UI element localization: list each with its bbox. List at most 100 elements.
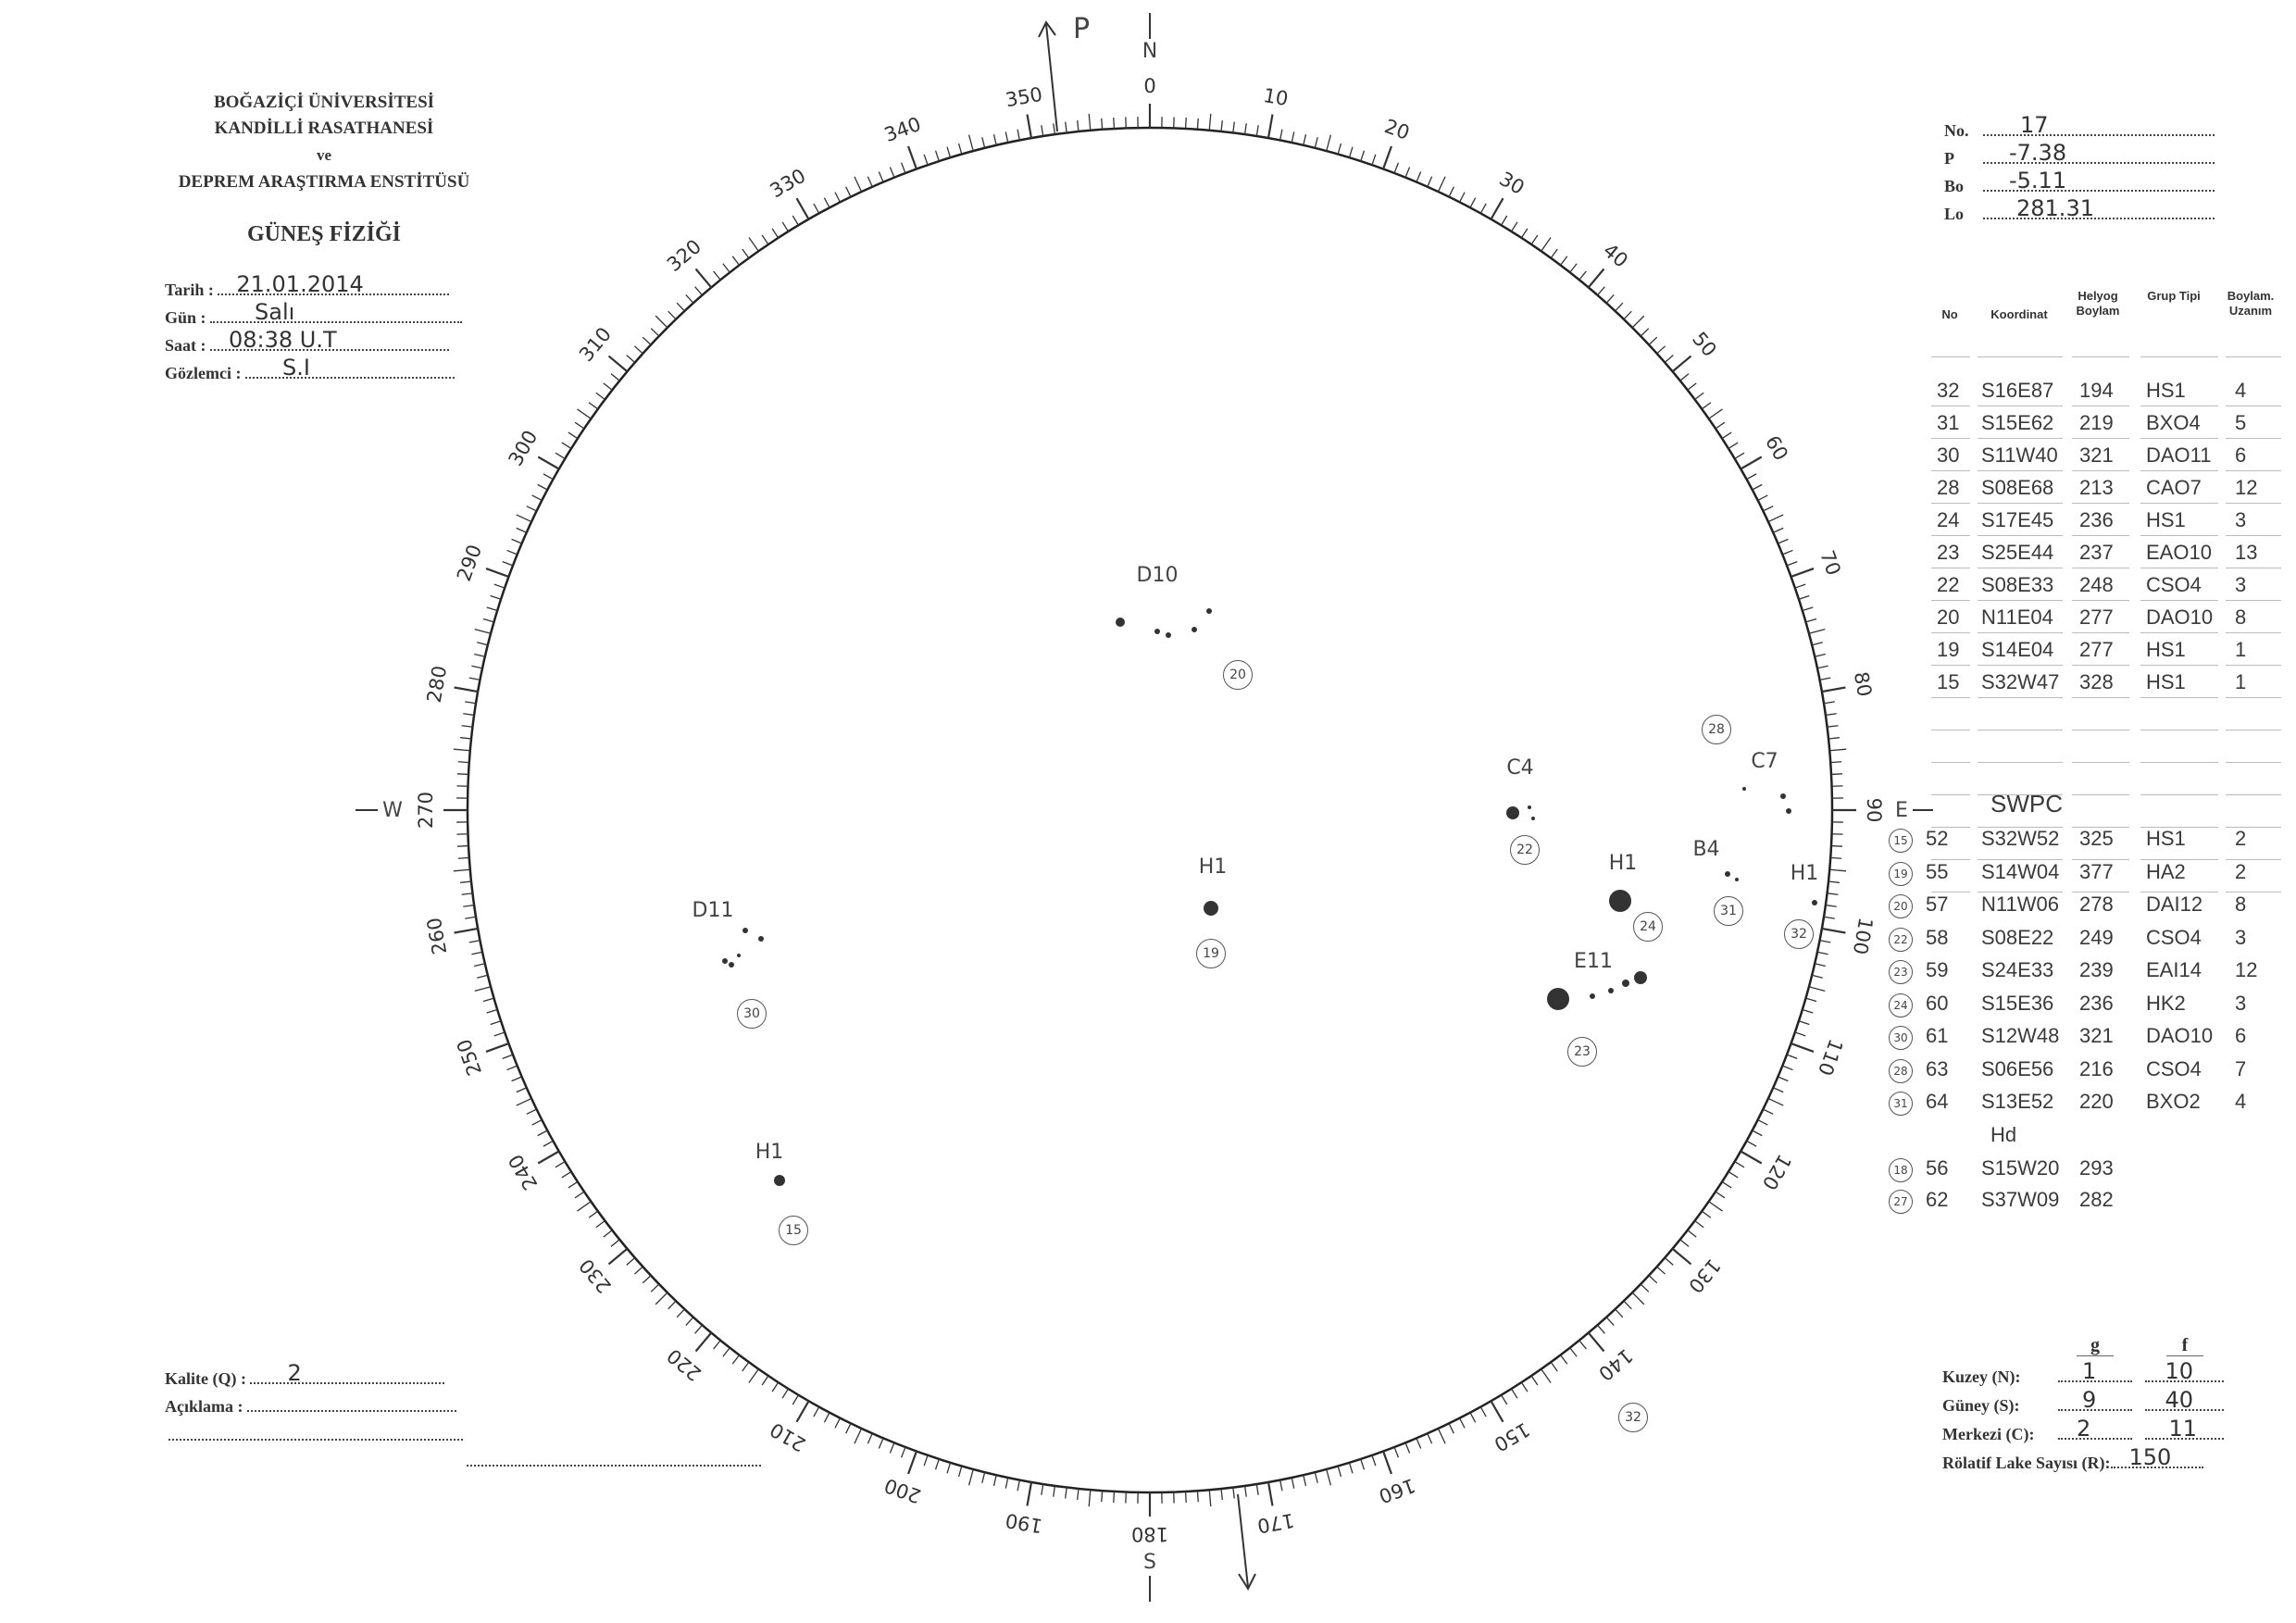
dial-tick	[907, 145, 917, 169]
dial-tick	[655, 315, 668, 329]
row-rule	[1931, 632, 1970, 633]
dial-tick	[460, 880, 472, 883]
dial-tick	[1656, 345, 1666, 355]
dial-tick	[526, 506, 537, 512]
table-cell: 2	[2235, 827, 2247, 850]
dial-tick	[854, 1428, 863, 1444]
dial-tick	[694, 286, 703, 296]
dial-tick	[1437, 176, 1446, 193]
dial-tick	[1752, 1130, 1763, 1137]
south-f: 40	[2165, 1387, 2194, 1413]
dial-tick	[506, 1065, 518, 1071]
dial-tick	[574, 421, 585, 430]
dial-tick	[1728, 1170, 1739, 1179]
table-cell: HA2	[2146, 859, 2186, 883]
dial-tick	[1479, 1406, 1487, 1417]
table-cell: 248	[2079, 573, 2114, 596]
dial-tick	[761, 1375, 769, 1386]
row-rule	[2226, 794, 2281, 795]
table-cell: DAI12	[2146, 893, 2203, 916]
sunspot	[1166, 632, 1171, 638]
dial-tick	[813, 1406, 820, 1417]
row-rule	[2140, 438, 2218, 439]
table-cell: EAO10	[2146, 541, 2212, 564]
dial-tick	[486, 1008, 498, 1014]
sunspot	[1812, 900, 1817, 905]
south-label: S	[1143, 1551, 1156, 1574]
dial-tick	[1416, 1438, 1422, 1449]
row-rule	[2226, 859, 2281, 860]
dial-label-0: 0	[1143, 75, 1156, 97]
row-rule	[1931, 697, 1970, 698]
table-cell: 32	[1937, 379, 1960, 402]
dial-label-10: 10	[1261, 83, 1291, 111]
dial-tick	[694, 1324, 703, 1334]
dial-tick	[568, 1180, 579, 1189]
dial-tick	[1267, 114, 1274, 139]
table-cell: 377	[2079, 859, 2114, 883]
dial-tick	[731, 256, 740, 266]
relative-number: Rölatif Lake Sayısı (R): 150	[1942, 1446, 2203, 1473]
table-cell: S37W09	[1981, 1188, 2060, 1211]
row-rule	[1931, 600, 1970, 601]
dial-tick	[463, 713, 475, 717]
dial-tick	[463, 904, 475, 907]
dial-tick	[1427, 176, 1433, 187]
time-label: Saat :	[165, 336, 206, 355]
table-cell: 52	[1926, 827, 1949, 850]
row-rule	[1978, 892, 2063, 893]
dial-tick	[1501, 215, 1508, 226]
dial-tick	[1520, 228, 1529, 239]
dial-tick	[742, 248, 750, 259]
table-cell: EAI14	[2146, 958, 2202, 981]
center-count: Merkezi (C): 2 11	[1942, 1417, 2224, 1444]
row-rule	[1978, 503, 2063, 504]
observer-field: Gözlemci : S.I	[165, 356, 455, 383]
row-rule	[1931, 356, 1970, 357]
comment-line	[168, 1426, 463, 1441]
row-rule	[2140, 794, 2218, 795]
table-cell: 63	[1926, 1056, 1949, 1080]
dial-tick	[1734, 452, 1745, 459]
row-rule	[2140, 356, 2218, 357]
dial-tick	[531, 1119, 543, 1126]
dial-label-80: 80	[1849, 669, 1877, 699]
dial-tick	[1291, 1477, 1295, 1489]
dial-tick	[1459, 192, 1466, 203]
table-cell: 249	[2079, 925, 2114, 949]
dial-tick	[1404, 1442, 1411, 1454]
row-rule	[2226, 827, 2281, 828]
table-cell: 216	[2079, 1056, 2114, 1080]
row-rule	[1978, 535, 2063, 536]
dial-tick	[457, 761, 469, 764]
dial-tick	[454, 927, 479, 934]
table-cell: CSO4	[2146, 573, 2202, 596]
table-cell: 12	[2235, 476, 2258, 499]
dial-tick	[781, 221, 790, 232]
row-rule	[2226, 697, 2281, 698]
dial-tick	[493, 583, 505, 589]
dial-tick	[1520, 1381, 1529, 1392]
table-cell: S14E04	[1981, 638, 2054, 661]
dial-tick	[1088, 1490, 1092, 1507]
dial-tick	[1757, 1119, 1768, 1126]
dial-tick	[867, 176, 873, 187]
dial-tick	[1679, 1239, 1690, 1247]
dial-tick	[516, 1087, 527, 1093]
table-cell: 59	[1926, 958, 1949, 981]
row-rule	[1978, 438, 2063, 439]
dial-tick	[1829, 868, 1847, 872]
dial-tick	[1823, 701, 1835, 705]
group-type-label: H1	[1790, 862, 1819, 885]
dial-tick	[1348, 1462, 1354, 1474]
dial-tick	[1821, 686, 1846, 693]
dial-tick	[957, 143, 963, 155]
dial-tick	[923, 1454, 929, 1467]
table-cell: S08E68	[1981, 476, 2054, 499]
dial-tick	[867, 1433, 873, 1444]
dial-tick	[923, 154, 929, 166]
table-cell: 7	[2235, 1056, 2247, 1080]
dial-tick	[1267, 1481, 1274, 1506]
row-rule	[2226, 892, 2281, 893]
p-label: P	[1944, 149, 1954, 168]
